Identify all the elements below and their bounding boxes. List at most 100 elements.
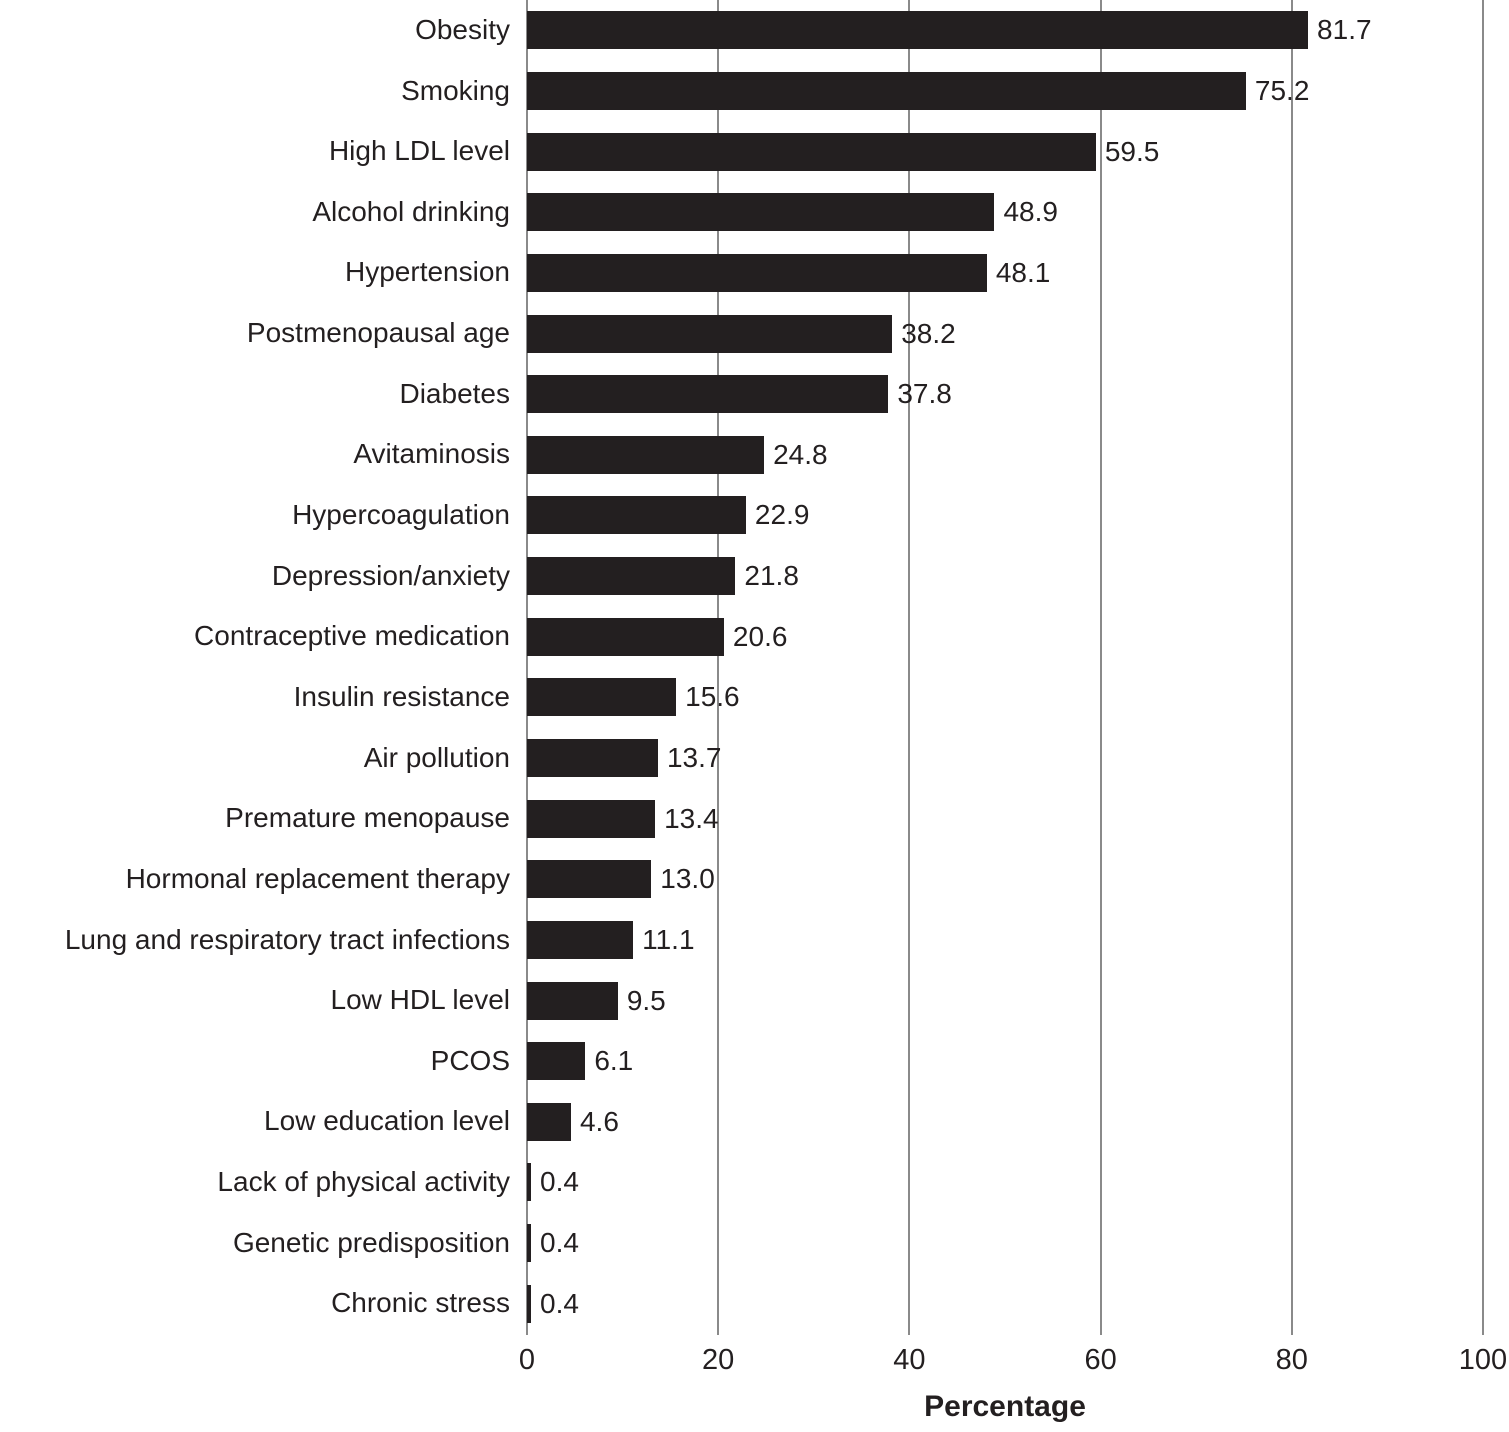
bar	[527, 557, 736, 596]
gridline	[908, 0, 911, 1335]
x-tick-label: 80	[1275, 1344, 1308, 1376]
x-tick-label: 100	[1458, 1344, 1508, 1376]
bar	[527, 1102, 571, 1141]
category-label: Low education level	[264, 1105, 510, 1137]
bar-track: 15.6	[527, 667, 1483, 728]
category-label: Avitaminosis	[353, 438, 510, 470]
value-label: 13.4	[664, 802, 719, 834]
bar-row: Avitaminosis 24.8	[0, 424, 1483, 485]
value-label: 21.8	[744, 560, 799, 592]
category-label: Genetic predisposition	[232, 1226, 510, 1258]
bar-row: Premature menopause 13.4	[0, 788, 1483, 849]
bar-track: 4.6	[527, 1092, 1483, 1153]
bar-track: 6.1	[527, 1031, 1483, 1092]
bar-row: Genetic predisposition 0.4	[0, 1213, 1483, 1274]
bar-track: 0.4	[527, 1152, 1483, 1213]
bar-track: 13.7	[527, 728, 1483, 789]
category-label: Low HDL level	[330, 984, 510, 1016]
bar-row: Hypercoagulation 22.9	[0, 485, 1483, 546]
bar	[527, 1224, 531, 1263]
gridline	[526, 0, 528, 1335]
bar-track: 38.2	[527, 303, 1483, 364]
value-label: 11.1	[642, 923, 695, 955]
bar-row: Insulin resistance 15.6	[0, 667, 1483, 728]
category-label: Insulin resistance	[293, 680, 510, 712]
bar	[527, 617, 724, 656]
bar-track: 75.2	[527, 61, 1483, 122]
bar-track: 37.8	[527, 364, 1483, 425]
bar-row: Hormonal replacement therapy 13.0	[0, 849, 1483, 910]
gridlines	[526, 0, 1484, 1335]
value-label: 0.4	[540, 1287, 579, 1319]
bar	[527, 860, 652, 899]
x-tick-label: 40	[893, 1344, 926, 1376]
value-label: 6.1	[594, 1045, 634, 1077]
bar	[527, 1284, 531, 1323]
bar	[527, 739, 658, 777]
bar-track: 0.4	[527, 1273, 1483, 1334]
value-label: 37.8	[897, 378, 952, 410]
bar-row: Lack of physical activity 0.4	[0, 1152, 1483, 1213]
bar-row: Postmenopausal age 38.2	[0, 303, 1483, 364]
category-label: Postmenopausal age	[246, 317, 510, 349]
category-label: Smoking	[401, 74, 510, 106]
bar-row: Obesity 81.7	[0, 0, 1483, 61]
value-label: 13.7	[666, 742, 722, 773]
category-label: PCOS	[430, 1044, 510, 1076]
bar-track: 20.6	[527, 606, 1483, 667]
bar-track: 13.4	[527, 788, 1483, 849]
bar	[527, 314, 893, 353]
bar	[527, 132, 1096, 171]
value-label: 81.7	[1317, 14, 1372, 46]
value-label: 59.5	[1104, 135, 1160, 167]
bar	[527, 71, 1246, 110]
category-label: Premature menopause	[225, 802, 510, 834]
x-tick-label: 0	[518, 1344, 536, 1376]
x-tick-label: 20	[702, 1344, 735, 1376]
bar	[527, 1163, 531, 1202]
gridline	[1482, 0, 1484, 1335]
bar-row: Chronic stress 0.4	[0, 1273, 1483, 1334]
bar	[527, 375, 889, 414]
category-label: Diabetes	[399, 377, 510, 409]
bar	[527, 435, 765, 474]
x-axis: 0 20 40 60 80 100	[519, 1344, 1507, 1380]
bar-track: 21.8	[527, 546, 1483, 607]
bar-row: Depression/anxiety 21.8	[0, 546, 1483, 607]
bar	[527, 678, 677, 717]
bar-row: Alcohol drinking 48.9	[0, 182, 1483, 243]
bar	[527, 1042, 586, 1081]
bar	[527, 799, 656, 838]
bar-track: 22.9	[527, 485, 1483, 546]
bar-track: 13.0	[527, 849, 1483, 910]
bar-row: Low HDL level 9.5	[0, 970, 1483, 1031]
bar	[527, 193, 995, 232]
value-label: 24.8	[773, 438, 828, 470]
bar-track: 0.4	[527, 1213, 1483, 1274]
value-label: 13.0	[660, 863, 715, 895]
category-label: Depression/anxiety	[271, 559, 510, 591]
bar-row: Diabetes 37.8	[0, 364, 1483, 425]
category-label: High LDL level	[328, 135, 510, 167]
value-label: 75.2	[1254, 74, 1310, 106]
value-label: 9.5	[626, 984, 666, 1016]
value-label: 48.1	[995, 256, 1051, 288]
bar-track: 48.1	[527, 243, 1483, 304]
bar	[527, 253, 987, 292]
category-label: Alcohol drinking	[312, 195, 510, 227]
bar-row: Smoking 75.2	[0, 61, 1483, 122]
bar-row: High LDL level 59.5	[0, 121, 1483, 182]
value-label: 0.4	[540, 1166, 579, 1198]
category-label: Contraceptive medication	[194, 620, 510, 652]
bar-rows: Obesity 81.7 Smoking 75.2 High LDL level…	[0, 0, 1483, 1334]
bar-track: 11.1	[527, 910, 1483, 971]
bar-track: 9.5	[527, 970, 1483, 1031]
category-label: Air pollution	[363, 741, 510, 773]
value-label: 15.6	[685, 681, 740, 713]
category-label: Obesity	[415, 13, 510, 45]
bar-row: PCOS 6.1	[0, 1031, 1483, 1092]
bar	[527, 11, 1309, 50]
gridline	[1099, 0, 1102, 1335]
bar-row: Contraceptive medication 20.6	[0, 606, 1483, 667]
bar	[527, 496, 746, 535]
